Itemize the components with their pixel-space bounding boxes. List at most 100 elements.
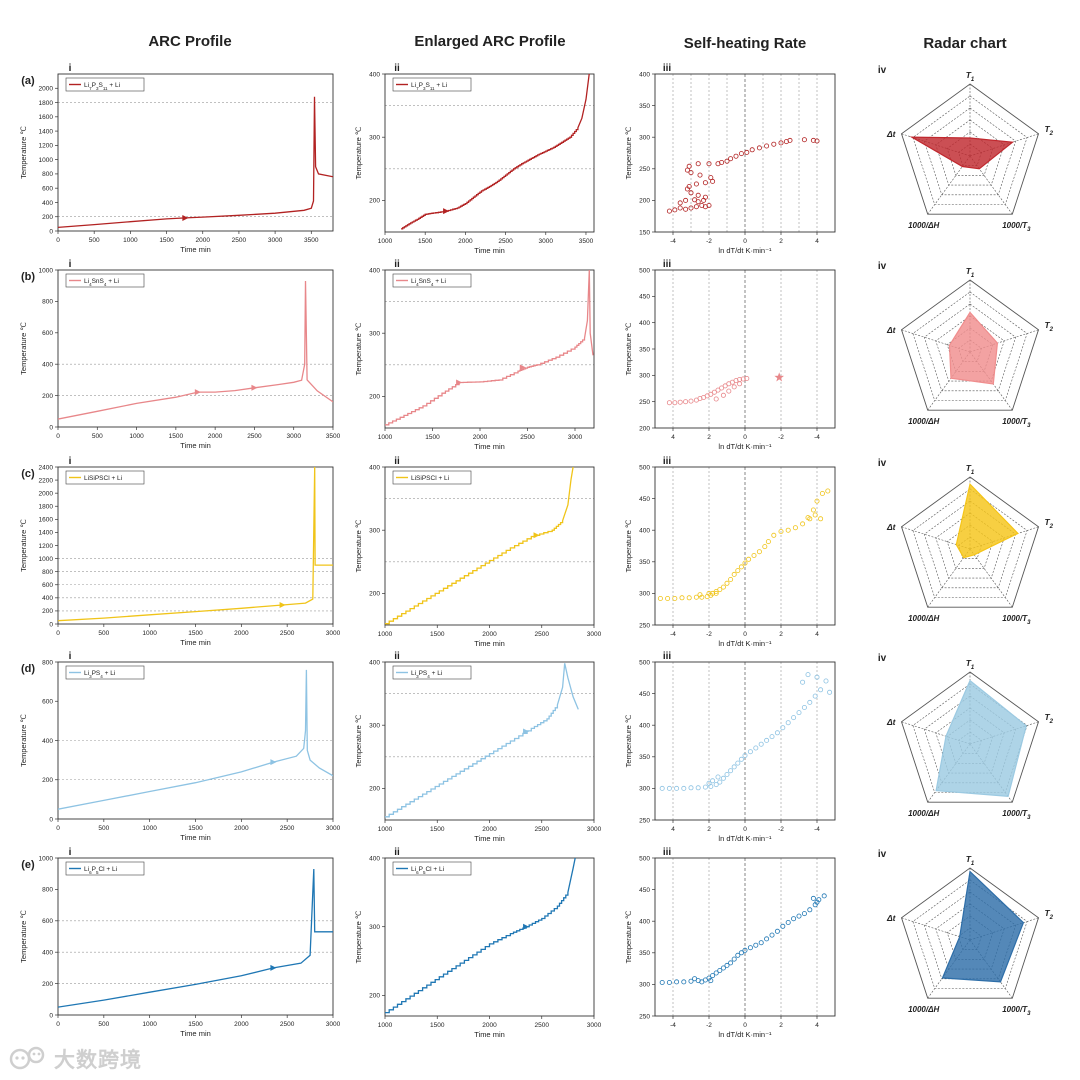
- data-point: [800, 679, 806, 685]
- sub-label-iii: iii: [663, 456, 672, 467]
- plot-frame: [384, 857, 595, 1017]
- sub-label-i: i: [69, 259, 72, 270]
- x-axis-label: Time min: [474, 442, 505, 451]
- sub-label-i: i: [69, 651, 72, 662]
- legend-label-part: 4: [431, 282, 434, 287]
- legend-label-part: 4: [104, 282, 107, 287]
- radar-axis-label-t2: T2: [1044, 320, 1053, 333]
- legend-label: Li4SnS4 + Li: [411, 278, 446, 287]
- data-point: [801, 137, 807, 143]
- data-point: [792, 525, 798, 531]
- y-tick-label: 1400: [39, 128, 54, 135]
- radar-grid-ring: [900, 83, 1040, 215]
- data-point: [810, 137, 816, 143]
- y-tick-label: 400: [369, 267, 380, 274]
- series-line: [385, 467, 574, 625]
- y-tick-label: 0: [49, 816, 53, 823]
- y-tick-label: 600: [42, 185, 53, 192]
- data-point: [747, 749, 753, 755]
- y-tick-label: 600: [42, 582, 53, 589]
- radar-grid-ring: [912, 488, 1028, 598]
- data-point: [771, 141, 777, 147]
- data-point: [720, 584, 726, 590]
- radar-axis-label-part: 3: [1027, 423, 1031, 429]
- y-tick-label: 800: [42, 299, 53, 306]
- x-tick-label: 3000: [326, 825, 341, 832]
- series-line: [58, 96, 333, 229]
- y-tick-label: 300: [639, 786, 650, 793]
- legend-box: [392, 77, 472, 92]
- radar-axis-label-part: 1: [971, 665, 975, 671]
- data-point: [764, 936, 770, 942]
- data-point: [747, 945, 753, 951]
- legend-label-part: Li: [411, 866, 416, 873]
- x-axis-label: Time min: [180, 245, 211, 254]
- radar-axis-label-t2: T2: [1044, 712, 1053, 725]
- y-axis-label: Temperature ℃: [354, 714, 363, 767]
- data-point: [695, 192, 701, 198]
- plot-frame: [384, 466, 595, 626]
- radar-axis-label-t1: T1: [966, 463, 975, 476]
- data-point: [821, 893, 827, 899]
- data-point: [672, 596, 678, 602]
- onset-arrow-marker: [523, 728, 530, 735]
- data-point: [683, 197, 689, 203]
- plot-frame: [654, 857, 836, 1017]
- legend-label-part: 4: [100, 674, 103, 679]
- y-tick-label: 300: [369, 924, 380, 931]
- y-tick-label: 800: [42, 887, 53, 894]
- x-tick-label: 0: [56, 825, 60, 832]
- onset-arrow-marker: [279, 602, 286, 609]
- legend-label-part: 3: [96, 86, 99, 91]
- data-point: [672, 207, 678, 213]
- data-point: [744, 149, 750, 155]
- x-tick-label: -4: [814, 826, 820, 833]
- x-tick-label: 1500: [430, 826, 445, 833]
- legend-label-part: 4: [89, 282, 92, 287]
- legend-label: LiSiPSCl + Li: [84, 475, 122, 482]
- radar-grid-ring: [900, 279, 1040, 411]
- radar-axis-label-part: 1000/T: [1002, 221, 1028, 230]
- radar-axis-label-part: 1: [971, 861, 975, 867]
- radar-spoke: [901, 917, 971, 941]
- y-tick-label: 350: [639, 559, 650, 566]
- panel-label: (b): [21, 271, 35, 283]
- radar-grid-ring: [912, 291, 1028, 401]
- legend-label-part: Li: [84, 866, 89, 873]
- y-tick-label: 450: [639, 887, 650, 894]
- data-point: [688, 190, 694, 196]
- data-point: [702, 784, 708, 790]
- y-tick-label: 1000: [39, 267, 54, 274]
- data-point: [791, 916, 797, 922]
- x-tick-label: 0: [56, 630, 60, 637]
- x-axis-label: ln dT/dt K·min⁻¹: [718, 1030, 772, 1039]
- data-point: [724, 772, 730, 778]
- data-point: [695, 161, 701, 167]
- data-point: [825, 488, 831, 494]
- data-point: [738, 756, 744, 762]
- x-tick-label: 2000: [234, 825, 249, 832]
- radar-axis-label-dt: Δt: [886, 325, 897, 335]
- y-tick-label: 500: [639, 659, 650, 666]
- data-point: [724, 580, 730, 586]
- x-tick-label: 2000: [234, 1021, 249, 1028]
- y-tick-label: 300: [369, 135, 380, 142]
- x-tick-label: 1500: [159, 237, 174, 244]
- data-point: [810, 895, 816, 901]
- data-point: [710, 778, 716, 784]
- radar-axis-label-t2: T2: [1044, 908, 1053, 921]
- y-tick-label: 600: [42, 918, 53, 925]
- x-tick-label: 1500: [425, 434, 440, 441]
- data-point: [679, 595, 685, 601]
- x-tick-label: 3000: [326, 630, 341, 637]
- data-point: [666, 785, 672, 791]
- radar-data-area: [948, 311, 999, 385]
- data-point: [713, 590, 719, 596]
- data-point: [677, 399, 683, 405]
- x-tick-label: 2500: [535, 631, 550, 638]
- data-point: [812, 512, 818, 518]
- data-point: [686, 595, 692, 601]
- charts-layer: 0 500 1000 1500 2000 2500 3000 3500020040060080…: [19, 63, 1054, 1039]
- x-tick-label: 2: [779, 631, 783, 638]
- x-axis-label: Time min: [474, 1030, 505, 1039]
